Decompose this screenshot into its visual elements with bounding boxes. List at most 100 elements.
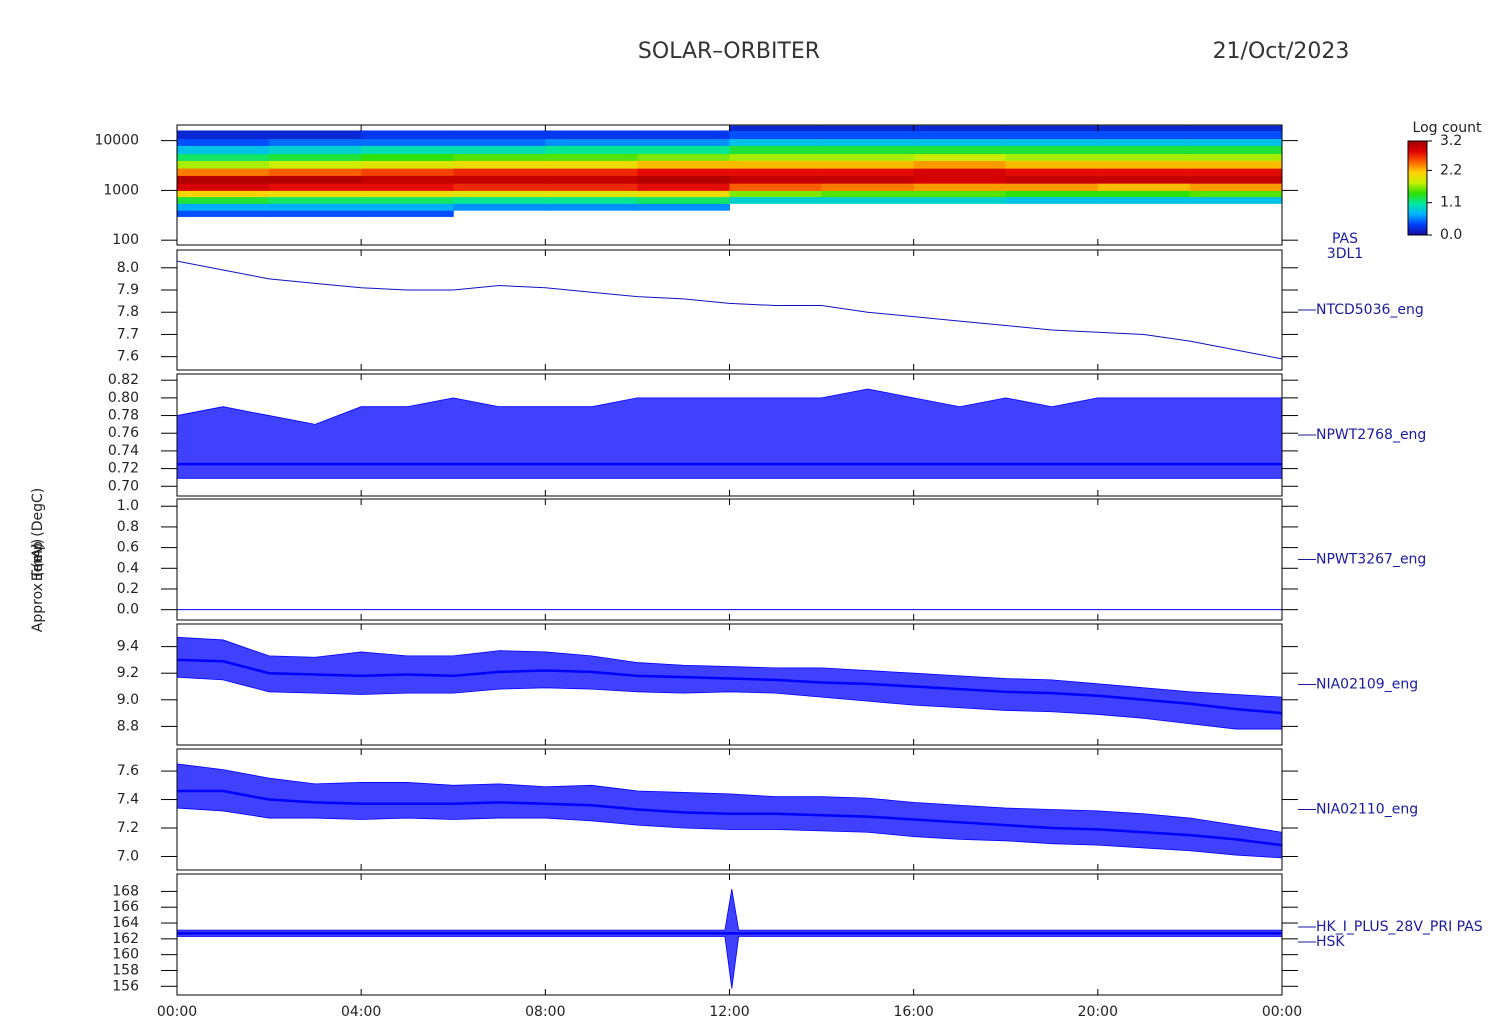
heat-cell <box>361 138 454 146</box>
heat-cell <box>177 190 270 198</box>
heat-cell <box>821 145 915 155</box>
heat-cell <box>821 175 915 184</box>
date: 21/Oct/2023 <box>1213 39 1350 64</box>
y-tick-label: 0.78 <box>108 408 139 424</box>
heat-cell <box>821 125 915 131</box>
colorbar-title: Log count <box>1413 120 1482 136</box>
heat-cell <box>361 145 454 155</box>
heat-cell <box>361 160 454 169</box>
y-tick-label: 166 <box>112 899 139 915</box>
heat-cell <box>453 183 546 191</box>
y-tick-label: 0.2 <box>117 581 139 597</box>
y-tick-label: 8.8 <box>117 718 139 734</box>
side-label: 3DL1 <box>1327 246 1363 262</box>
heat-cell <box>913 145 1007 155</box>
heat-cell <box>1189 175 1282 184</box>
panel <box>177 763 1282 859</box>
y-tick-label: 9.4 <box>117 639 139 655</box>
heat-cell <box>177 138 270 146</box>
heat-cell <box>177 145 270 155</box>
heat-cell <box>637 130 730 140</box>
heat-cell <box>545 203 638 211</box>
heat-cell <box>545 175 638 184</box>
heat-cell <box>453 175 546 184</box>
heat-cell <box>269 153 362 161</box>
heat-cell <box>729 138 823 146</box>
heat-cell <box>821 130 915 140</box>
heat-cell <box>913 160 1007 169</box>
heat-cell <box>729 175 823 184</box>
heat-cell <box>821 153 915 161</box>
heat-cell <box>269 210 362 217</box>
y-tick-label: 8.0 <box>117 260 139 276</box>
colorbar-tick-label: 0.0 <box>1440 227 1462 243</box>
y-axis-label: (mA) <box>30 543 46 577</box>
heat-cell <box>545 160 638 169</box>
noise-band <box>177 388 1282 479</box>
heat-cell <box>729 160 823 169</box>
heat-cell <box>1097 196 1191 204</box>
y-tick-label: 0.74 <box>108 443 139 459</box>
heat-cell <box>361 203 454 211</box>
heat-cell <box>729 153 823 161</box>
y-axis-label: Approx Temp (DegC) <box>30 488 46 632</box>
heat-cell <box>177 203 270 211</box>
heat-cell <box>177 168 270 176</box>
heat-cell <box>821 138 915 146</box>
panel <box>177 260 1282 360</box>
side-label: NIA02110_eng <box>1316 802 1418 818</box>
heat-cell <box>269 196 362 204</box>
heat-cell <box>729 168 823 176</box>
heat-cell <box>821 196 915 204</box>
heat-cell <box>729 190 823 198</box>
panel <box>177 888 1282 989</box>
heat-cell <box>269 168 362 176</box>
colorbar-tick-label: 1.1 <box>1440 195 1462 211</box>
heat-cell <box>361 210 454 217</box>
y-tick-label: 160 <box>112 947 139 963</box>
heat-cell <box>913 125 1007 131</box>
heat-cell <box>545 138 638 146</box>
colorbar-tick-label: 3.2 <box>1440 133 1462 149</box>
heat-cell <box>1189 138 1282 146</box>
y-tick-label: 0.6 <box>117 540 139 556</box>
heat-cell <box>453 153 546 161</box>
heat-cell <box>177 153 270 161</box>
y-tick-label: 0.72 <box>108 461 139 477</box>
heat-cell <box>269 160 362 169</box>
y-tick-label: 100 <box>112 232 139 248</box>
x-tick-label: 16:00 <box>893 1004 933 1020</box>
y-tick-label: 156 <box>112 978 139 994</box>
y-tick-label: 1.0 <box>117 498 139 514</box>
heat-cell <box>361 196 454 204</box>
heat-cell <box>729 125 823 131</box>
heat-cell <box>637 138 730 146</box>
heat-cell <box>269 203 362 211</box>
y-axis-label: E (eV) <box>30 539 46 581</box>
x-tick-label: 08:00 <box>525 1004 565 1020</box>
heat-cell <box>1097 160 1191 169</box>
heat-cell <box>269 190 362 198</box>
heat-cell <box>453 196 546 204</box>
heat-cell <box>1189 190 1282 198</box>
heat-cell <box>1005 160 1099 169</box>
heat-cell <box>729 145 823 155</box>
noise-band <box>177 888 1282 989</box>
heat-cell <box>269 145 362 155</box>
heat-cell <box>1189 168 1282 176</box>
heat-cell <box>269 130 362 140</box>
heat-cell <box>177 196 270 204</box>
heat-cell <box>361 190 454 198</box>
heat-cell <box>361 153 454 161</box>
heat-cell <box>821 160 915 169</box>
y-tick-label: 0.70 <box>108 478 139 494</box>
side-label: NPWT2768_eng <box>1316 427 1426 443</box>
heat-cell <box>545 183 638 191</box>
y-tick-label: 164 <box>112 915 139 931</box>
side-label: HSK <box>1316 934 1345 950</box>
heat-cell <box>637 145 730 155</box>
heat-cell <box>1189 183 1282 191</box>
heat-cell <box>1005 190 1099 198</box>
colorbar-tick-label: 2.2 <box>1440 162 1462 178</box>
